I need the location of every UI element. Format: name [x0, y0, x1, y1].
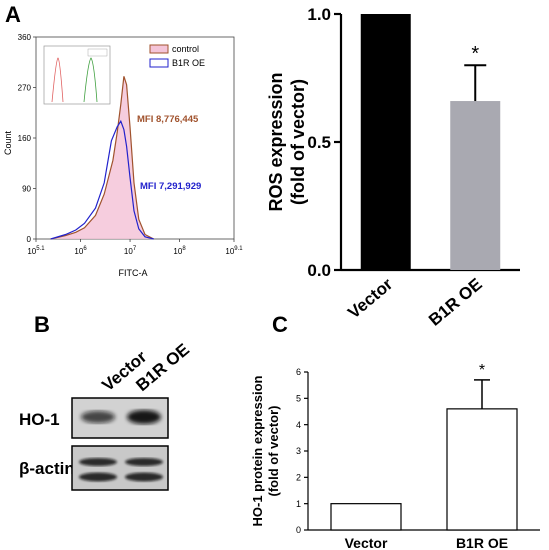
flow-series-line-1: [50, 119, 154, 240]
panel-letter-c: C: [272, 312, 288, 337]
ros_bar-bar-0: [360, 14, 411, 270]
blot-ho1-band-1: [127, 410, 161, 424]
ho1_bar-significance-1: *: [479, 362, 485, 379]
ho1_bar-y-tick-label: 6: [296, 367, 301, 377]
ros_bar-ylabel: ROS expression(fold of vector): [266, 72, 308, 211]
flow-x-tick-label: 107: [124, 246, 137, 256]
inset-histogram: [43, 45, 111, 105]
ros_bar-bar-1: [450, 101, 501, 270]
ho1_bar-bar-0: [330, 503, 402, 531]
ros_bar-y-tick-label: 0.5: [307, 133, 331, 152]
flow-series-fill-0: [50, 76, 154, 239]
flow-legend-swatch-0: [149, 44, 169, 54]
flow-legend-label-0: control: [172, 44, 199, 54]
flow-y-tick-label: 360: [18, 33, 32, 42]
ho1_bar-y-tick-label: 5: [296, 393, 301, 403]
ros_bar-significance-1: *: [471, 43, 479, 65]
flow-legend-label-1: B1R OE: [172, 58, 205, 68]
flow-ylabel: Count: [3, 131, 13, 156]
blot-actin-band-upper-0: [79, 458, 117, 466]
blot-actin-band-lower-1: [125, 472, 163, 482]
blot-row-label-ho1: HO-1: [19, 410, 60, 429]
ho1_bar-y-tick-label: 3: [296, 446, 301, 456]
flow-annotation-0: MFI 8,776,445: [137, 114, 199, 125]
panel-letter-b: B: [34, 312, 50, 337]
flow-y-tick-label: 270: [18, 84, 32, 93]
flow-series-line-0: [50, 76, 154, 240]
ho1_bar-category-label-1: B1R OE: [456, 535, 508, 550]
blot-panel-actin: [71, 445, 169, 491]
flow-x-tick-label: 105.1: [27, 246, 45, 256]
ho1_bar-category-label-0: Vector: [345, 535, 388, 550]
ros_bar-y-tick-label: 0.0: [307, 261, 331, 280]
blot-actin-band-lower-0: [79, 472, 117, 482]
flow-legend-swatch-1: [149, 58, 169, 68]
ho1_bar-bar-1: [446, 408, 518, 531]
flow-annotation-1: MFI 7,291,929: [140, 181, 201, 192]
flow-y-tick-label: 0: [27, 235, 32, 244]
flow-xlabel: FITC-A: [119, 268, 148, 278]
ros_bar-y-tick-label: 1.0: [307, 5, 331, 24]
ho1_bar-y-tick-label: 4: [296, 420, 301, 430]
ho1_bar-y-tick-label: 0: [296, 525, 301, 535]
blot-ho1-band-0: [81, 410, 115, 424]
ho1_bar-y-tick-label: 1: [296, 499, 301, 509]
blot-row-label-actin: β-actin: [19, 459, 75, 478]
flow-y-tick-label: 90: [22, 185, 31, 194]
panel-letter-a: A: [5, 2, 21, 27]
flow-y-tick-label: 160: [18, 134, 32, 143]
flow-x-tick-label: 109.1: [225, 246, 243, 256]
ho1_bar-ylabel: HO-1 protein expression(fold of vector): [250, 375, 281, 526]
ho1_bar-y-tick-label: 2: [296, 472, 301, 482]
blot-panel-ho1: [71, 397, 169, 439]
blot-actin-band-upper-1: [125, 458, 163, 466]
flow-x-tick-label: 106: [74, 246, 87, 256]
flow-x-tick-label: 108: [173, 246, 186, 256]
